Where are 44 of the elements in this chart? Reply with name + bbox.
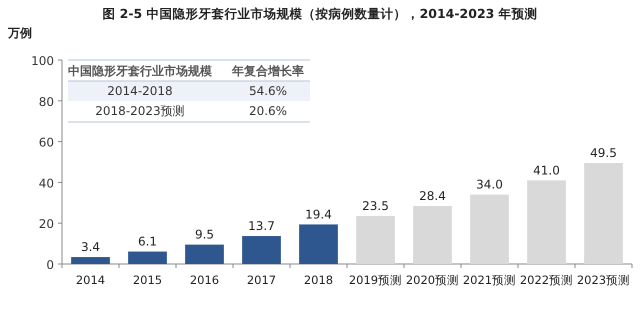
x-tick-label: 2023预测: [576, 273, 630, 287]
y-tick-label: 100: [31, 54, 54, 68]
x-tick-label: 2020预测: [406, 273, 460, 287]
data-label: 9.5: [194, 228, 214, 242]
x-tick-label: 2019预测: [348, 273, 402, 287]
data-label: 6.1: [138, 234, 158, 249]
annotation: 2014-2018: [107, 84, 173, 98]
bar: [185, 244, 224, 264]
bar: [470, 194, 509, 264]
bar: [356, 216, 395, 264]
x-tick-label: 2015: [132, 273, 162, 287]
bar: [413, 206, 452, 264]
bar: [128, 252, 167, 264]
chart-title: 图 2-5 中国隐形牙套行业市场规模（按病例数量计），2014-2023 年预测: [102, 6, 538, 21]
bar: [242, 236, 281, 264]
y-tick-label: 40: [38, 176, 54, 190]
data-label: 34.0: [476, 178, 503, 192]
data-label: 3.4: [80, 240, 100, 254]
x-tick-label: 2016: [190, 273, 220, 287]
bar: [527, 180, 566, 264]
annotation: 2018-2023预测: [95, 104, 185, 118]
data-label: 13.7: [248, 219, 275, 234]
data-label: 41.0: [533, 163, 560, 178]
annotation: 20.6%: [248, 104, 288, 118]
x-tick-label: 2014: [76, 273, 106, 287]
y-axis-title: 万例: [7, 26, 32, 40]
data-label: 49.5: [590, 146, 617, 160]
y-tick-label: 60: [38, 136, 54, 150]
data-label: 19.4: [305, 207, 332, 222]
x-tick-label: 2018: [304, 273, 334, 287]
bar: [71, 257, 110, 264]
annotation: 54.6%: [248, 84, 288, 98]
data-label: 28.4: [419, 189, 446, 204]
y-tick-label: 20: [38, 217, 54, 232]
y-tick-label: 0: [46, 258, 54, 272]
bar: [584, 163, 623, 264]
data-label: 23.5: [362, 199, 389, 214]
annotation: 年复合增长率: [231, 64, 304, 78]
bar: [299, 224, 338, 264]
x-tick-label: 2022预测: [520, 273, 574, 287]
annotation: 中国隐形牙套行业市场规模: [68, 64, 212, 78]
x-tick-label: 2017: [246, 273, 276, 287]
x-tick-label: 2021预测: [462, 273, 516, 287]
y-tick-label: 80: [38, 94, 54, 109]
